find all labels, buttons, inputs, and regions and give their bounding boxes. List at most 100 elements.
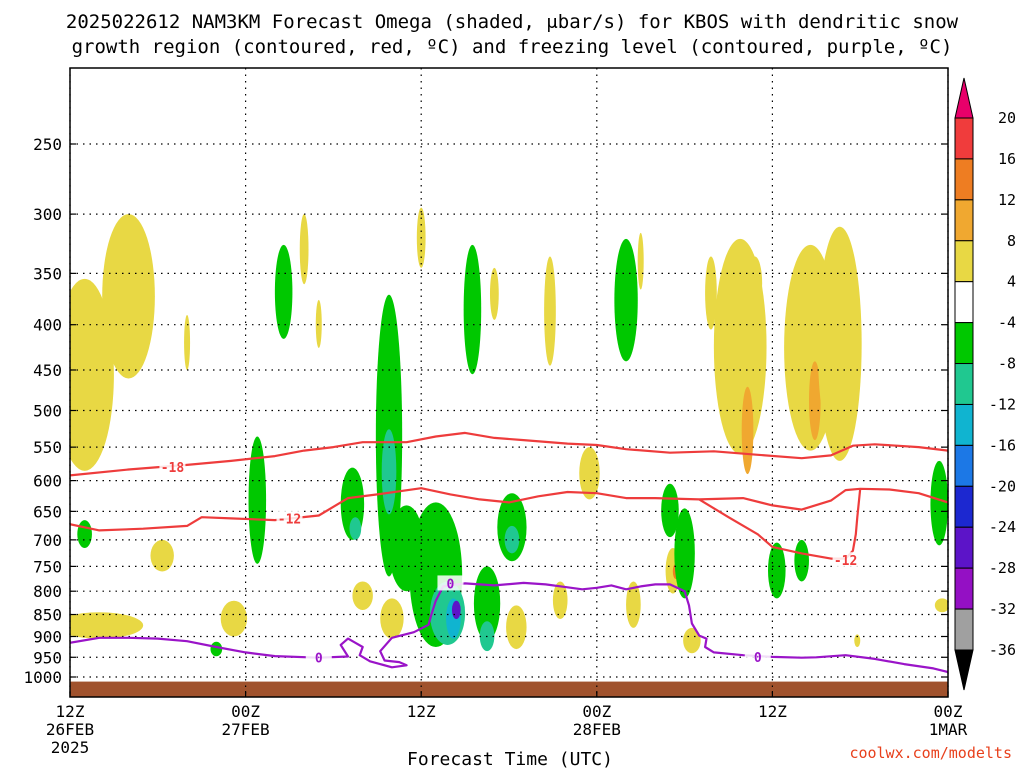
omega-blob bbox=[210, 641, 223, 657]
omega-blob bbox=[741, 386, 754, 475]
omega-blob bbox=[626, 581, 641, 628]
x-tick-label: 2025 bbox=[51, 738, 90, 757]
colorbar-label: -24 bbox=[989, 518, 1016, 536]
colorbar-label: 12 bbox=[998, 191, 1016, 209]
contour-label-bg bbox=[437, 575, 464, 591]
colorbar-swatch bbox=[954, 363, 974, 405]
colorbar-swatch bbox=[954, 403, 974, 446]
colorbar-label: -4 bbox=[998, 314, 1016, 332]
axes: 250 300 350 400 450 500 550 600 650 700 750 800 850 9… bbox=[23, 67, 968, 757]
x-tick-label: 1MAR bbox=[929, 720, 968, 739]
x-tick-label: 00Z bbox=[231, 702, 260, 721]
omega-blob bbox=[102, 214, 155, 379]
omega-blob bbox=[184, 314, 191, 370]
dendritic-contour-line bbox=[698, 488, 862, 560]
omega-blob bbox=[579, 447, 600, 500]
colorbar-swatch bbox=[954, 240, 974, 283]
omega-blob bbox=[299, 214, 309, 285]
colorbar-label: -32 bbox=[989, 600, 1016, 618]
omega-blob bbox=[352, 581, 373, 610]
colorbar-swatch bbox=[954, 608, 974, 651]
x-tick-label: 12Z bbox=[56, 702, 85, 721]
omega-blob bbox=[451, 600, 461, 620]
omega-blob bbox=[637, 232, 644, 290]
omega-blob bbox=[674, 508, 695, 599]
omega-blob bbox=[248, 436, 267, 564]
omega-blob bbox=[794, 539, 809, 582]
omega-blob bbox=[747, 256, 763, 311]
colorbar-swatch bbox=[954, 199, 974, 242]
colorbar-swatch bbox=[954, 322, 974, 365]
omega-blob bbox=[768, 542, 786, 599]
colorbar-swatch bbox=[954, 117, 974, 160]
terrain-layer bbox=[70, 681, 948, 697]
y-tick-label: 450 bbox=[33, 361, 62, 380]
colorbar-top-arrow bbox=[954, 77, 974, 119]
x-tick-label: 12Z bbox=[758, 702, 787, 721]
contour-label-bg bbox=[159, 458, 186, 474]
omega-blob bbox=[489, 267, 499, 320]
x-tick-label: 00Z bbox=[582, 702, 611, 721]
colorbar-swatch bbox=[954, 444, 974, 487]
omega-blob bbox=[705, 256, 717, 330]
terrain-band bbox=[70, 681, 948, 697]
omega-blob bbox=[544, 256, 556, 366]
y-tick-label: 750 bbox=[33, 557, 62, 576]
x-tick-label: 28FEB bbox=[573, 720, 621, 739]
y-tick-label: 900 bbox=[33, 627, 62, 646]
contour-label-bg bbox=[832, 552, 859, 568]
omega-blob bbox=[934, 598, 948, 613]
y-tick-label: 500 bbox=[33, 402, 62, 421]
omega-shading bbox=[70, 207, 948, 657]
x-tick-label: 26FEB bbox=[46, 720, 94, 739]
omega-blob bbox=[274, 244, 293, 339]
colorbar-label: -28 bbox=[989, 559, 1016, 577]
y-tick-label: 600 bbox=[33, 472, 62, 491]
y-tick-label: 350 bbox=[33, 264, 62, 283]
y-tick-label: 400 bbox=[33, 316, 62, 335]
colorbar-swatch bbox=[954, 567, 974, 610]
colorbar-swatch bbox=[954, 485, 974, 528]
colorbar-swatch bbox=[954, 158, 974, 201]
omega-blob bbox=[70, 278, 114, 471]
omega-blob bbox=[930, 460, 948, 546]
colorbar-label: -20 bbox=[989, 477, 1016, 495]
y-tick-label: 800 bbox=[33, 582, 62, 601]
omega-blob bbox=[683, 627, 701, 654]
omega-blob bbox=[808, 361, 821, 441]
omega-blob bbox=[506, 605, 527, 650]
omega-blob bbox=[315, 299, 322, 349]
contour-label-bg bbox=[744, 648, 771, 664]
contour-label: -18 bbox=[161, 461, 185, 476]
dendritic-contour-line bbox=[70, 487, 948, 532]
omega-blob bbox=[77, 520, 92, 549]
colorbar-label: -12 bbox=[989, 395, 1016, 413]
contour-label: 0 bbox=[315, 651, 323, 666]
y-tick-label: 550 bbox=[33, 438, 62, 457]
y-tick-label: 700 bbox=[33, 531, 62, 550]
contour-label-bg bbox=[276, 510, 303, 526]
y-tick-label: 1000 bbox=[23, 668, 62, 687]
colorbar-label: 16 bbox=[998, 150, 1016, 168]
plot-frame bbox=[69, 67, 949, 698]
omega-blob bbox=[463, 244, 482, 375]
y-tick-label: 250 bbox=[33, 135, 62, 154]
contour-label: 0 bbox=[447, 577, 455, 592]
x-tick-label: 00Z bbox=[934, 702, 963, 721]
y-tick-label: 650 bbox=[33, 502, 62, 521]
colorbar-swatch bbox=[954, 281, 974, 324]
x-tick-label: 27FEB bbox=[222, 720, 270, 739]
y-tick-label: 850 bbox=[33, 606, 62, 625]
colorbar-label: -8 bbox=[998, 355, 1016, 373]
chart-title-line2: growth region (contoured, red, ºC) and f… bbox=[72, 36, 953, 58]
contour-label: -12 bbox=[278, 512, 301, 527]
contour-label-bg bbox=[305, 649, 332, 665]
omega-blob bbox=[854, 634, 861, 648]
omega-blob bbox=[380, 598, 404, 639]
colorbar: 20 16 12 8 4 -4 -8 -12 -16 -20 -24 -28 -32 -36 bbox=[954, 77, 1016, 691]
contour-lines: -18 -12 -12 0 0 0 bbox=[70, 431, 948, 674]
contour-label: -12 bbox=[834, 554, 857, 569]
omega-blob bbox=[70, 612, 144, 639]
colorbar-label: 20 bbox=[998, 109, 1016, 127]
colorbar-label: 4 bbox=[1007, 273, 1016, 291]
